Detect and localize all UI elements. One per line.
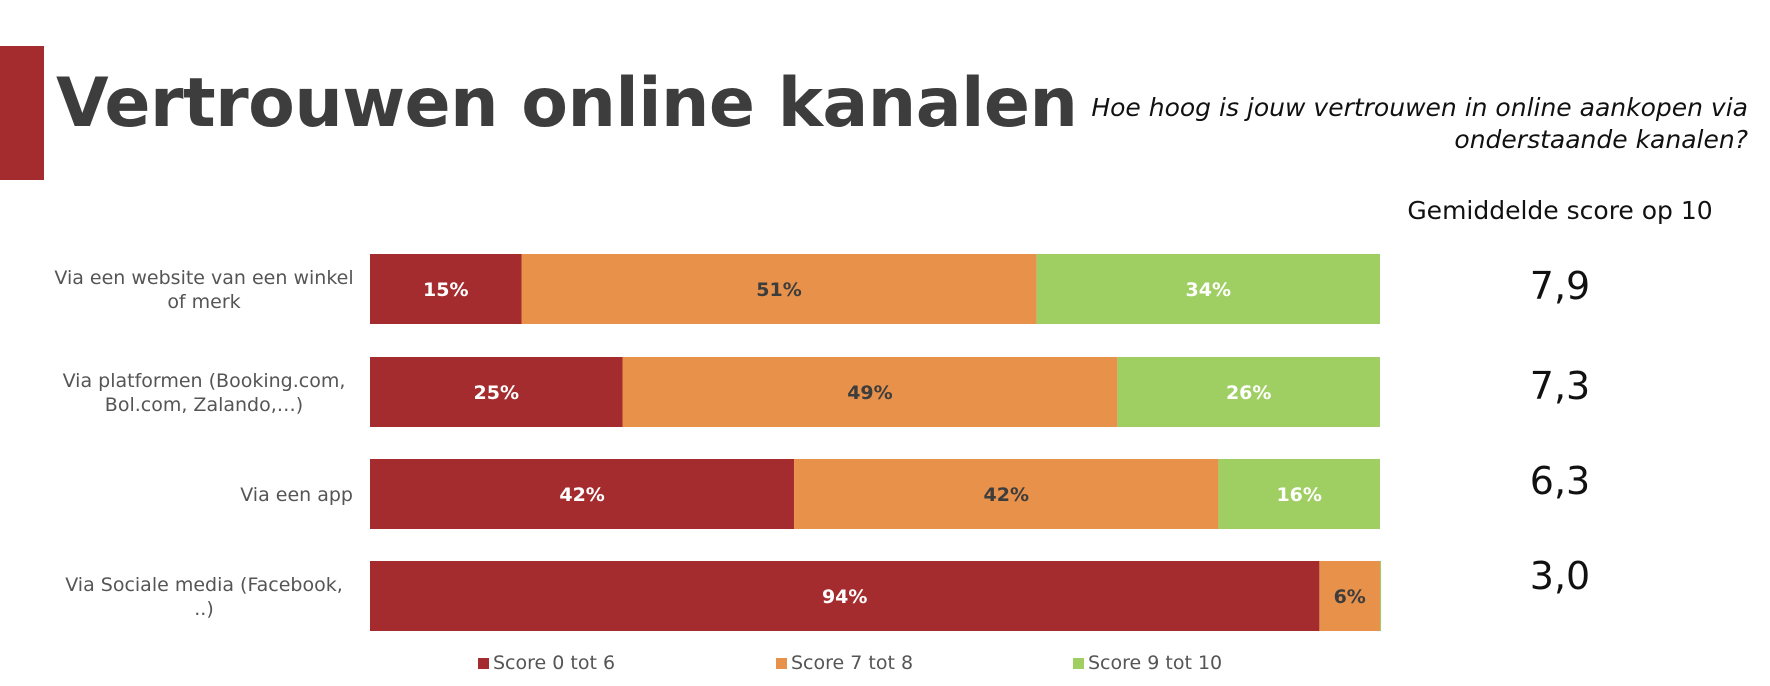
average-score-header: Gemiddelde score op 10 <box>1407 196 1713 225</box>
title-accent-bar <box>0 46 44 180</box>
legend-item-score-9-10: Score 9 tot 10 <box>1073 652 1222 674</box>
bar-segment-score-9-tot-10-0 <box>1036 254 1380 324</box>
stacked-bar-chart: Via een website van een winkel of merk 15%… <box>54 254 1381 631</box>
data-label-score-0-tot-6-1: 25% <box>474 382 519 404</box>
data-label-score-0-tot-6-2: 42% <box>559 484 604 506</box>
data-label-score-7-tot-8-2: 42% <box>984 484 1029 506</box>
bar-segment-score-7-tot-8-2 <box>794 459 1219 529</box>
bar-segment-score-0-tot-6-2 <box>370 459 795 529</box>
bar-segment-score-9-tot-10-1 <box>1117 357 1380 427</box>
bar-segment-score-0-tot-6-0 <box>370 254 522 324</box>
category-label-1: Via platformen (Booking.com, Bol.com, Zal… <box>63 370 346 416</box>
legend-label-score-9-10: Score 9 tot 10 <box>1088 652 1223 674</box>
bar-segment-score-0-tot-6-1 <box>370 357 623 427</box>
data-label-score-9-tot-10-0: 34% <box>1186 279 1231 301</box>
legend-swatch-score-7-8 <box>776 657 787 669</box>
page-title: Vertrouwen online kanalen <box>56 64 1078 143</box>
bar-segment-score-7-tot-8-1 <box>622 357 1118 427</box>
data-label-score-9-tot-10-2: 16% <box>1276 484 1321 506</box>
bar-segment-score-7-tot-8-3 <box>1319 561 1380 631</box>
data-label-score-7-tot-8-1: 49% <box>847 382 892 404</box>
bar-segment-score-0-tot-6-3 <box>370 561 1320 631</box>
data-label-score-0-tot-6-3: 94% <box>822 586 867 608</box>
category-label-3: Via Sociale media (Facebook,..) <box>65 574 343 620</box>
bar-segment-score-7-tot-8-0 <box>521 254 1037 324</box>
legend-label-score-7-8: Score 7 tot 8 <box>791 652 914 674</box>
average-score-website: 7,9 <box>1529 264 1591 308</box>
category-label-2: Via een app <box>240 484 353 506</box>
bar-segment-score-9-tot-10-3 <box>1380 561 1381 631</box>
legend-label-score-0-6: Score 0 tot 6 <box>493 652 616 674</box>
bar-segment-score-9-tot-10-2 <box>1218 459 1380 529</box>
data-label-score-7-tot-8-0: 51% <box>756 279 801 301</box>
legend-item-score-0-6: Score 0 tot 6 <box>478 652 615 674</box>
data-label-score-9-tot-10-1: 26% <box>1226 382 1271 404</box>
legend-swatch-score-0-6 <box>478 657 489 669</box>
data-label-score-0-tot-6-0: 15% <box>423 279 468 301</box>
legend-item-score-7-8: Score 7 tot 8 <box>776 652 913 674</box>
average-score-platforms: 7,3 <box>1529 364 1591 408</box>
chart-legend: Score 0 tot 6 Score 7 tot 8 Score 9 tot … <box>0 652 1770 678</box>
data-label-score-7-tot-8-3: 6% <box>1334 586 1366 608</box>
legend-swatch-score-9-10 <box>1073 657 1084 669</box>
category-label-0: Via een website van een winkel of merk <box>54 267 353 313</box>
average-score-app: 6,3 <box>1529 459 1591 503</box>
average-score-social-media: 3,0 <box>1529 554 1591 598</box>
survey-question: Hoe hoog is jouw vertrouwen in online aa… <box>1091 93 1748 154</box>
